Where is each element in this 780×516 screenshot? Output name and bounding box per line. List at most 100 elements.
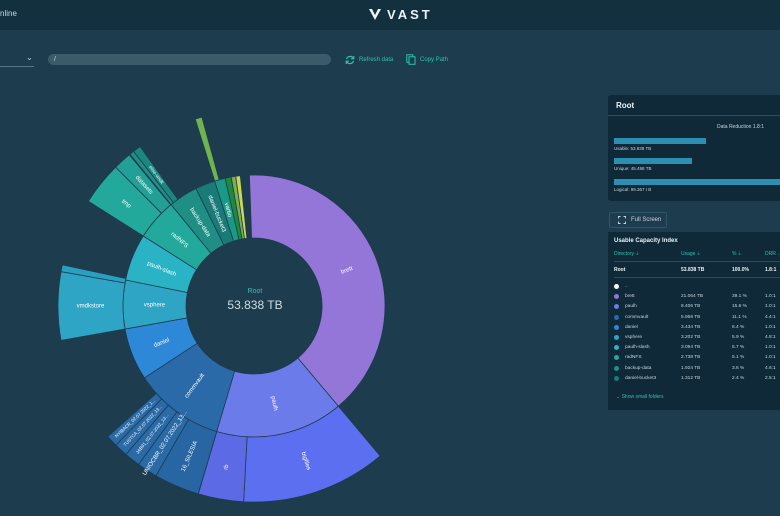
row-usage: 3.202 TB bbox=[681, 335, 701, 340]
table-row[interactable]: radNFS 2.738 TB 5.1 % 1.0:1 bbox=[608, 353, 780, 363]
sunburst-label: daniel bbox=[153, 338, 170, 349]
sort-arrow-icon: 🡣 bbox=[635, 251, 639, 257]
row-percent: 2.4 % bbox=[732, 375, 745, 381]
root-divider bbox=[614, 277, 780, 278]
sunburst-segment-brett[interactable] bbox=[249, 174, 386, 407]
table-row[interactable]: commvault 5.968 TB 11.1 % 4.4:1 bbox=[608, 313, 780, 323]
row-name: paulh-slash bbox=[625, 345, 650, 351]
directory-header-label: Directory bbox=[614, 251, 635, 257]
logical-capacity-bar bbox=[614, 179, 780, 185]
sort-arrow-icon: 🡣 bbox=[696, 251, 701, 257]
chart-center-value: 53.838 TB bbox=[227, 298, 283, 312]
table-row[interactable]: paulh 8.406 TB 15.6 % 1.0:1 bbox=[608, 302, 780, 312]
row-drr: 1.0:1 bbox=[765, 294, 776, 300]
root-summary-panel: Root Data Reduction 1.8:1 Usable: 53.838… bbox=[608, 95, 780, 201]
table-title: Usable Capacity Index bbox=[614, 238, 678, 244]
row-usage: 1.924 TB bbox=[681, 365, 701, 371]
logical-capacity-label: Logical: 99.367 I B bbox=[614, 187, 652, 192]
usable-capacity-bar bbox=[614, 138, 706, 144]
full-screen-label: Full Screen bbox=[631, 217, 662, 223]
full-screen-button[interactable]: Full Screen bbox=[609, 212, 667, 228]
top-bar: nline VAST bbox=[0, 0, 780, 30]
row-percent: 6.4 % bbox=[732, 324, 745, 330]
directory-column-header[interactable]: Directory 🡣 bbox=[614, 251, 639, 259]
usable-capacity-table: Usable Capacity Index Directory 🡣 Usage … bbox=[608, 232, 780, 410]
sunburst-label: paulh bbox=[269, 396, 278, 412]
chart-center-label: Root 53.838 TB bbox=[200, 288, 310, 312]
row-name: backup-data bbox=[625, 365, 652, 371]
table-root-row[interactable]: Root 53.838 TB 100.0% 1.8:1 bbox=[608, 264, 780, 276]
row-percent: 5.1 % bbox=[732, 355, 745, 361]
sunburst-outer-label: bigfiles bbox=[300, 451, 312, 471]
row-name: .. bbox=[625, 284, 628, 289]
table-row[interactable]: daniel 3.434 TB 6.4 % 1.0:1 bbox=[608, 323, 780, 333]
usable-capacity-label: Usable: 53.838 TB bbox=[614, 146, 652, 151]
root-name: Root bbox=[614, 267, 626, 273]
unique-capacity-label: Unique: 45.498 TB bbox=[614, 166, 652, 171]
row-usage: 2.738 TB bbox=[681, 355, 701, 361]
folder-color-dot bbox=[614, 304, 619, 310]
row-name: commvault bbox=[625, 314, 649, 320]
sunburst-label: brett bbox=[340, 266, 354, 276]
row-usage: 21.064 TB bbox=[681, 294, 704, 300]
row-percent: 15.6 % bbox=[732, 304, 747, 310]
data-reduction-ratio: Data Reduction 1.8:1 bbox=[717, 124, 764, 130]
table-row[interactable]: .. bbox=[608, 282, 780, 292]
row-usage: 3.434 TB bbox=[681, 324, 701, 330]
row-usage: 8.406 TB bbox=[681, 304, 701, 310]
folder-color-dot bbox=[614, 365, 619, 371]
row-usage: 3.094 TB bbox=[681, 345, 701, 351]
show-small-folders-toggle[interactable]: ⌄ Show small folders bbox=[616, 394, 664, 400]
root-usage: 53.838 TB bbox=[681, 267, 705, 273]
folder-color-dot bbox=[614, 314, 619, 320]
panel-divider bbox=[608, 115, 780, 116]
folder-color-dot bbox=[614, 284, 619, 289]
sunburst-outer-segment-elise-vmdk[interactable] bbox=[133, 145, 179, 204]
table-row[interactable]: paulh-slash 3.094 TB 5.7 % 1.0:1 bbox=[608, 343, 780, 353]
row-percent: 3.6 % bbox=[732, 365, 745, 371]
table-row[interactable]: backup-data 1.924 TB 3.6 % 4.6:1 bbox=[608, 364, 780, 374]
folder-color-dot bbox=[614, 345, 619, 351]
table-row[interactable]: brett 21.064 TB 39.1 % 1.0:1 bbox=[608, 292, 780, 302]
sunburst-outer-label: tmp bbox=[120, 199, 132, 210]
sunburst-center[interactable] bbox=[187, 239, 321, 373]
sunburst-outer-segment-datasets[interactable] bbox=[115, 154, 172, 214]
sunburst-outer-label: rb bbox=[223, 463, 230, 470]
folder-color-dot bbox=[614, 335, 619, 340]
chevron-down-icon: ⌄ bbox=[616, 394, 621, 400]
vast-logo-mark-icon bbox=[369, 8, 381, 20]
row-drr: 1.0:1 bbox=[765, 304, 776, 310]
table-row[interactable]: vsphere 3.202 TB 5.9 % 4.8:1 bbox=[608, 333, 780, 343]
sunburst-chart: brettpaulhcommvaultdanielvspherepaulh-sl… bbox=[57, 116, 386, 503]
row-name: radNFS bbox=[625, 355, 642, 361]
drr-header-label: DRR bbox=[765, 251, 776, 257]
unique-capacity-bar bbox=[614, 158, 692, 164]
row-name: brett bbox=[625, 294, 635, 300]
usage-column-header[interactable]: Usage 🡣 bbox=[681, 251, 700, 259]
drr-column-header[interactable]: DRR ← bbox=[765, 251, 780, 257]
path-input[interactable] bbox=[48, 54, 331, 65]
table-row[interactable]: daniel-bucket3 1.312 TB 2.4 % 2.5:1 bbox=[608, 374, 780, 384]
refresh-icon bbox=[345, 55, 355, 64]
copy-path-button[interactable]: Copy Path bbox=[406, 53, 448, 66]
sunburst-segment[interactable] bbox=[235, 175, 248, 240]
sunburst-outer-segment[interactable] bbox=[60, 264, 127, 284]
row-drr: 4.4:1 bbox=[765, 314, 776, 320]
row-percent: 11.1 % bbox=[732, 314, 747, 320]
root-drr: 1.8:1 bbox=[765, 267, 777, 273]
sunburst-outer-segment[interactable] bbox=[194, 116, 220, 182]
refresh-data-button[interactable]: Refresh data bbox=[345, 53, 393, 66]
percent-column-header[interactable]: % 🡣 bbox=[732, 251, 741, 259]
refresh-data-label: Refresh data bbox=[359, 56, 394, 63]
sunburst-outer-segment-NYIBACR_02.07.2022_1...[interactable] bbox=[107, 392, 163, 446]
cluster-select[interactable] bbox=[0, 66, 34, 67]
row-percent: 39.1 % bbox=[732, 294, 747, 300]
folder-color-dot bbox=[614, 324, 619, 330]
row-drr: 4.6:1 bbox=[765, 365, 776, 371]
sunburst-label: vsphere bbox=[144, 302, 166, 308]
row-drr: 2.5:1 bbox=[765, 375, 776, 381]
chevron-down-icon[interactable]: ⌄ bbox=[26, 53, 33, 62]
usage-header-label: Usage bbox=[681, 251, 696, 257]
row-drr: 1.0:1 bbox=[765, 345, 776, 351]
row-drr: 4.8:1 bbox=[765, 335, 776, 340]
